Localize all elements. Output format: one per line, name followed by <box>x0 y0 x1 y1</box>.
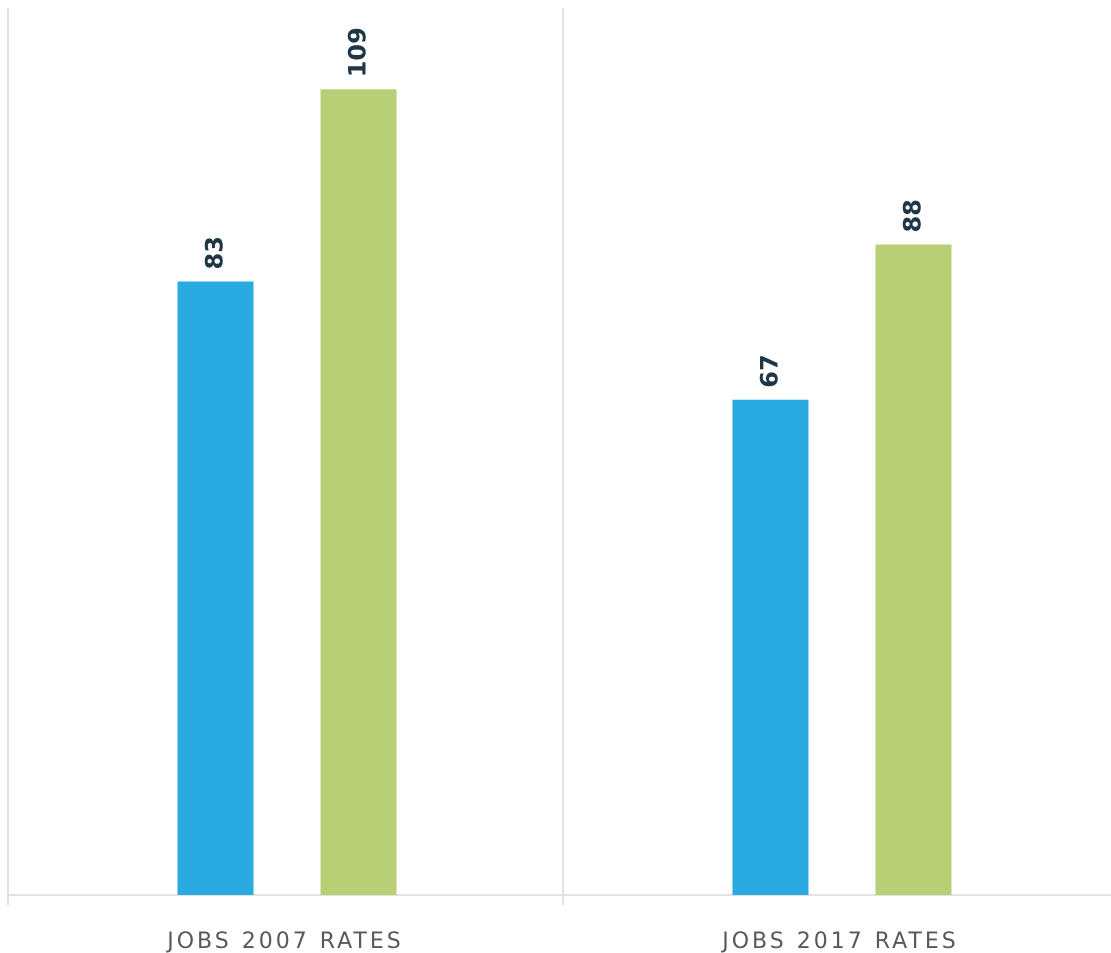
data-label: 109 <box>344 27 372 77</box>
bar <box>875 244 952 896</box>
bar <box>320 89 397 895</box>
x-tick-label: JOBS 2017 RATES <box>720 929 959 953</box>
bar <box>732 399 809 895</box>
data-label: 67 <box>756 354 784 387</box>
data-label: 83 <box>201 236 229 269</box>
data-label: 88 <box>899 199 927 232</box>
bar <box>177 281 254 895</box>
x-tick-label: JOBS 2007 RATES <box>165 929 404 953</box>
